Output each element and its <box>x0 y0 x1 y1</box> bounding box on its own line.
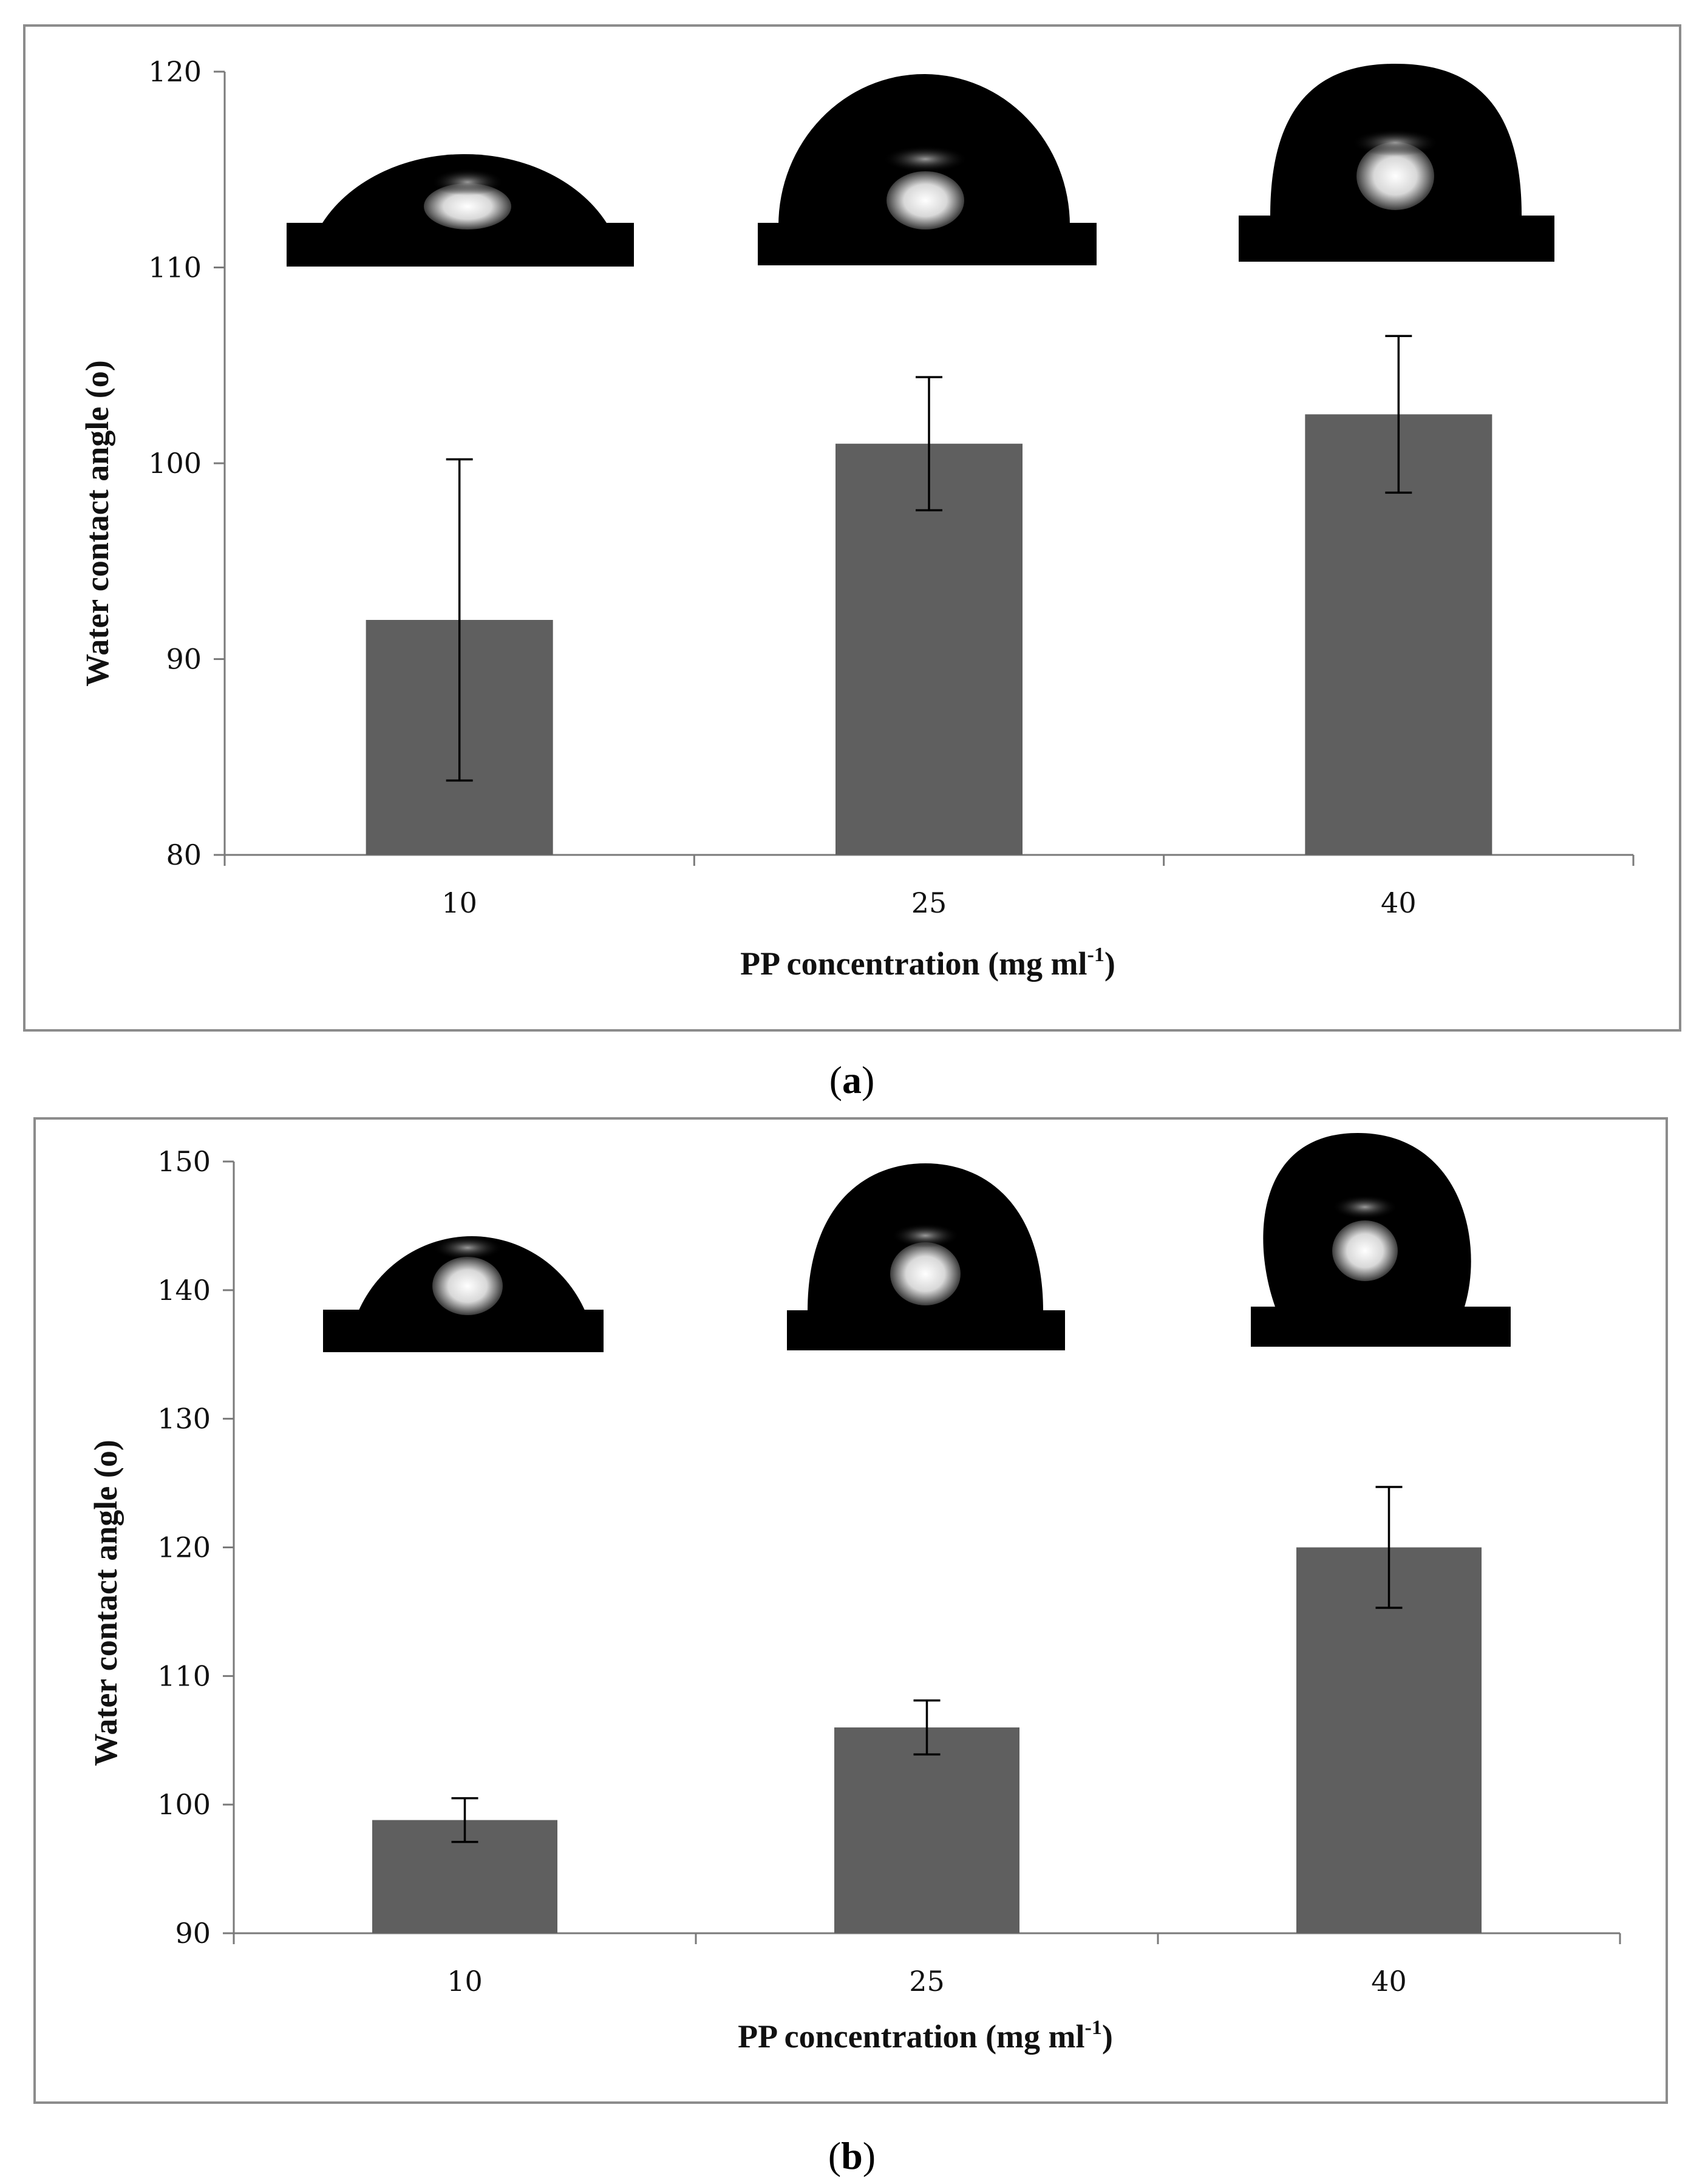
y-tick-label: 100 <box>148 447 202 480</box>
y-tick-label: 110 <box>148 251 202 284</box>
x-tick-label-10: 10 <box>447 1965 483 1998</box>
droplet-image-a-25 <box>758 74 1097 265</box>
x-tick-label-40: 40 <box>1381 886 1417 919</box>
chart-a-ylabel: Water contact angle (o) <box>79 360 115 686</box>
x-tick-label-25: 25 <box>911 886 947 919</box>
panel-label-b: (b) <box>828 2134 876 2177</box>
y-tick-label: 150 <box>157 1145 211 1178</box>
y-tick-label: 80 <box>166 839 202 871</box>
y-tick-label: 120 <box>148 55 202 88</box>
droplet-image-b-25 <box>787 1163 1065 1350</box>
chart-b-bars <box>372 1486 1482 1933</box>
x-tick-label-40: 40 <box>1371 1965 1407 1998</box>
y-tick-label: 90 <box>166 643 202 676</box>
droplet-image-a-40 <box>1239 64 1554 262</box>
y-tick-label: 140 <box>157 1274 211 1307</box>
bar-25 <box>834 1727 1019 1933</box>
chart-a-xlabel: PP concentration (mg ml-1) <box>740 944 1115 982</box>
y-tick-label: 90 <box>175 1917 211 1950</box>
y-tick-label: 110 <box>157 1659 211 1692</box>
x-tick-label-25: 25 <box>909 1965 945 1998</box>
x-tick-label-10: 10 <box>441 886 477 919</box>
droplet-image-b-40 <box>1251 1133 1511 1347</box>
droplet-image-a-10 <box>287 154 634 267</box>
y-tick-label: 100 <box>157 1788 211 1821</box>
chart-a: 80 90 100 110 120 10 25 40 Water contact angle … <box>23 24 1681 1032</box>
y-tick-label: 120 <box>157 1531 211 1564</box>
y-tick-label: 130 <box>157 1403 211 1435</box>
chart-b-ylabel: Water contact angle (o) <box>87 1440 124 1766</box>
chart-b: 90 100 110 120 130 140 150 10 25 40 Water contact… <box>33 1117 1668 2104</box>
droplet-image-b-10 <box>323 1236 604 1352</box>
panel-label-a: (a) <box>829 1058 875 1101</box>
bar-25 <box>835 443 1023 855</box>
bar-40 <box>1296 1547 1482 1933</box>
chart-b-xlabel: PP concentration (mg ml-1) <box>738 2016 1113 2055</box>
chart-a-bars <box>366 335 1492 855</box>
